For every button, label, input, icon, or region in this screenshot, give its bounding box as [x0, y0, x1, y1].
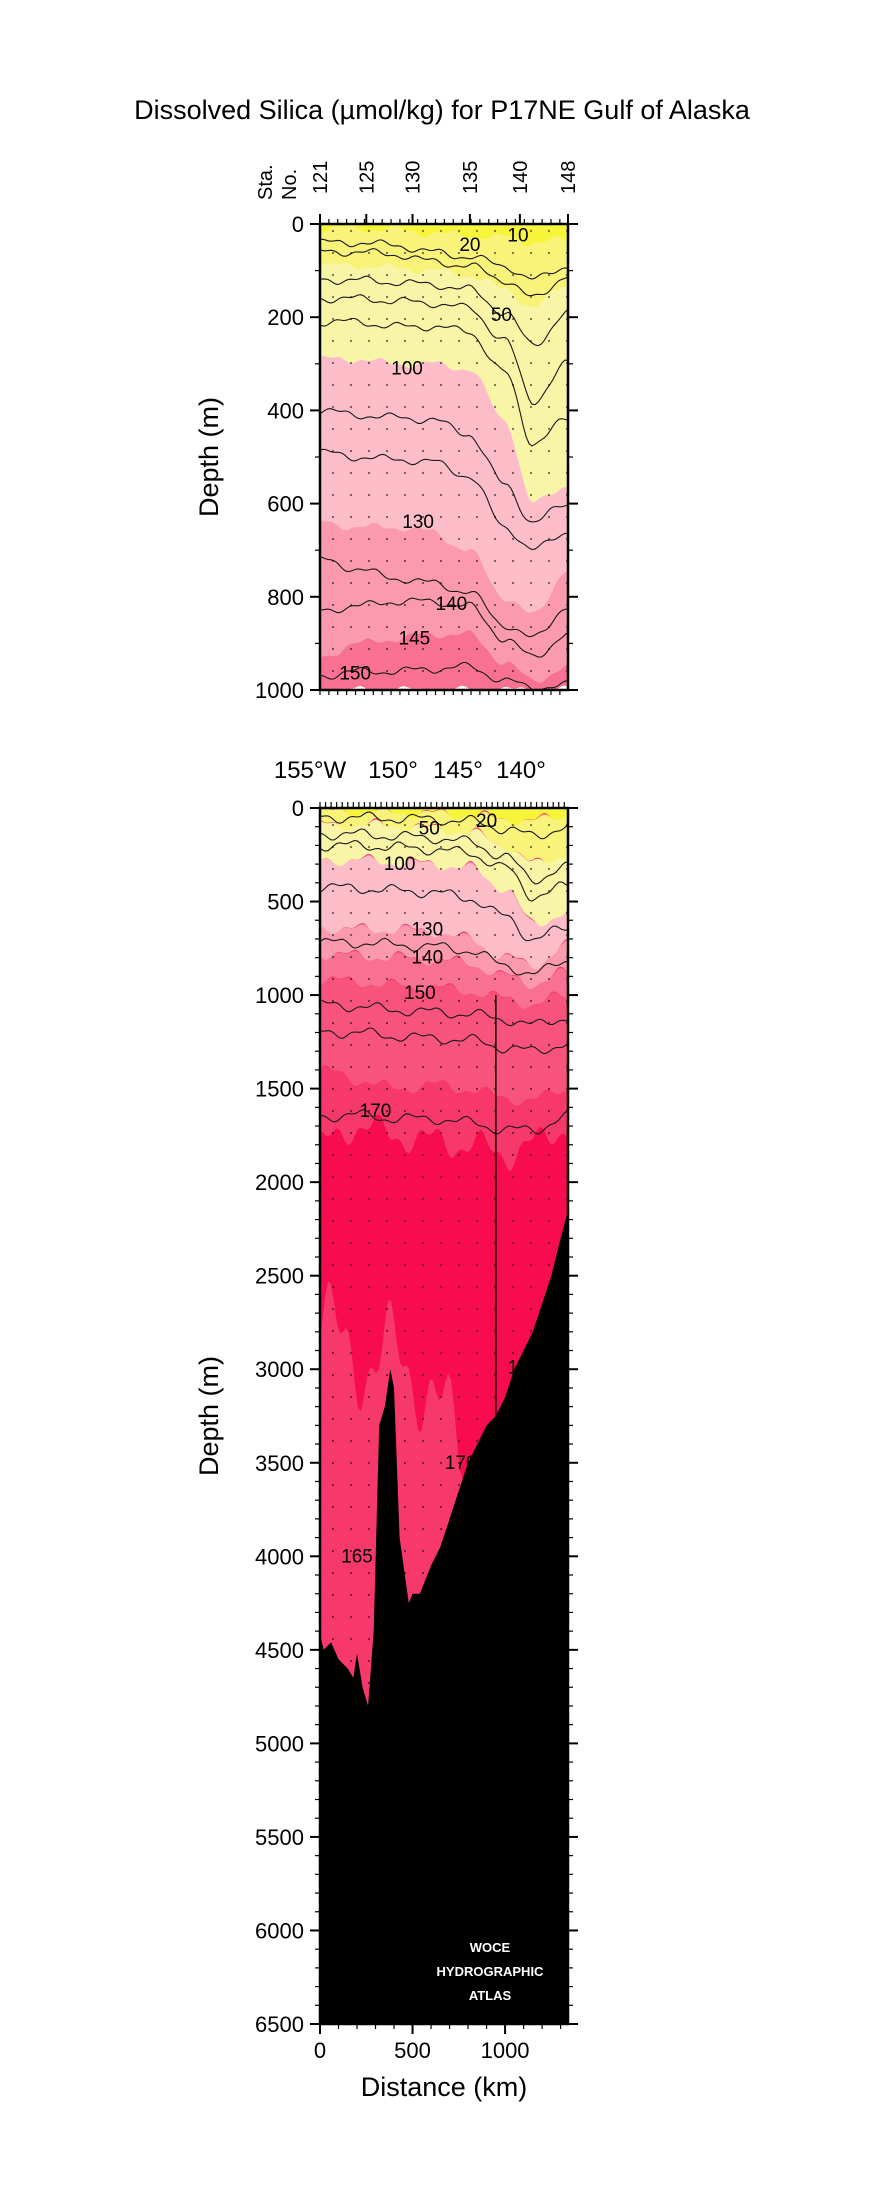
y-tick-label: 0 [292, 796, 304, 821]
contour-label: 180 [508, 1357, 540, 1378]
watermark-line-3: ATLAS [469, 1988, 512, 2003]
contour-label: 140 [436, 594, 468, 615]
station-header-no: No. [279, 169, 301, 200]
x-tick-label: 0 [314, 2038, 326, 2063]
y-tick-label: 5000 [255, 1731, 304, 1756]
lower-y-axis-label: Depth (m) [194, 1356, 224, 1476]
contour-label: 130 [411, 920, 443, 941]
contour-label: 140 [411, 948, 443, 969]
y-tick-label: 800 [267, 585, 304, 610]
y-tick-label: 2500 [255, 1264, 304, 1289]
y-tick-label: 1500 [255, 1077, 304, 1102]
upper-y-axis-label: Depth (m) [194, 397, 224, 517]
x-tick-label: 1000 [481, 2038, 530, 2063]
y-tick-label: 3000 [255, 1357, 304, 1382]
seafloor-bathymetry [320, 1210, 568, 2024]
y-tick-label: 2000 [255, 1170, 304, 1195]
contour-label: 20 [476, 811, 497, 832]
longitude-label: 155°W [274, 757, 347, 784]
x-axis-label: Distance (km) [361, 2072, 528, 2102]
contour-label: 170 [360, 1101, 392, 1122]
upper-sample-dots [320, 224, 568, 690]
station-header-sta: Sta. [255, 164, 277, 200]
y-tick-label: 0 [292, 212, 304, 237]
station-label: 140 [510, 161, 532, 194]
longitude-label: 140° [496, 757, 546, 784]
lower-y-ticks: 0 500 1000 1500 2000 2500 3000 3500 4000 4500 5000… [255, 796, 578, 2037]
y-tick-label: 600 [267, 492, 304, 517]
contour-label: 10 [507, 226, 528, 247]
contour-label: 50 [491, 305, 512, 326]
lower-frame [318, 806, 570, 2026]
station-label: 125 [356, 161, 378, 194]
station-label: 135 [460, 161, 482, 194]
contour-label: 130 [402, 512, 434, 533]
y-tick-label: 500 [267, 890, 304, 915]
station-label: 148 [558, 161, 580, 194]
contour-label: 20 [459, 235, 480, 256]
watermark-line-2: HYDROGRAPHIC [437, 1964, 545, 1979]
chart-title: Dissolved Silica (µmol/kg) for P17NE Gul… [134, 95, 751, 125]
longitude-label: 150° [368, 757, 418, 784]
longitude-label: 145° [433, 757, 483, 784]
contour-label: 50 [419, 819, 440, 840]
y-tick-label: 5500 [255, 1825, 304, 1850]
contour-label: 100 [391, 359, 423, 380]
station-label: 121 [310, 161, 332, 194]
y-tick-label: 200 [267, 305, 304, 330]
contour-label: 150 [339, 664, 371, 685]
longitude-ticks: 155°W 150° 145° 140° [274, 757, 565, 808]
contour-label: 150 [404, 983, 436, 1004]
y-tick-label: 6000 [255, 1918, 304, 1943]
y-tick-label: 400 [267, 398, 304, 423]
x-tick-label: 500 [394, 2038, 431, 2063]
station-label: 130 [403, 161, 425, 194]
upper-y-ticks: 0 200 400 600 800 1000 [255, 212, 578, 703]
y-tick-label: 4500 [255, 1638, 304, 1663]
woce-atlas-watermark: WOCE HYDROGRAPHIC ATLAS [437, 1940, 545, 2003]
y-tick-label: 1000 [255, 678, 304, 703]
y-tick-label: 3500 [255, 1451, 304, 1476]
y-tick-label: 6500 [255, 2012, 304, 2037]
contour-label: 100 [384, 854, 416, 875]
y-tick-label: 1000 [255, 983, 304, 1008]
watermark-line-1: WOCE [470, 1940, 511, 1955]
x-ticks: 0 500 1000 [314, 2024, 562, 2063]
contour-label: 165 [341, 1546, 373, 1567]
y-tick-label: 4000 [255, 1544, 304, 1569]
station-ticks: 121 125 130 135 140 148 [310, 161, 580, 695]
contour-label: 170 [445, 1453, 477, 1474]
contour-label: 145 [399, 629, 431, 650]
